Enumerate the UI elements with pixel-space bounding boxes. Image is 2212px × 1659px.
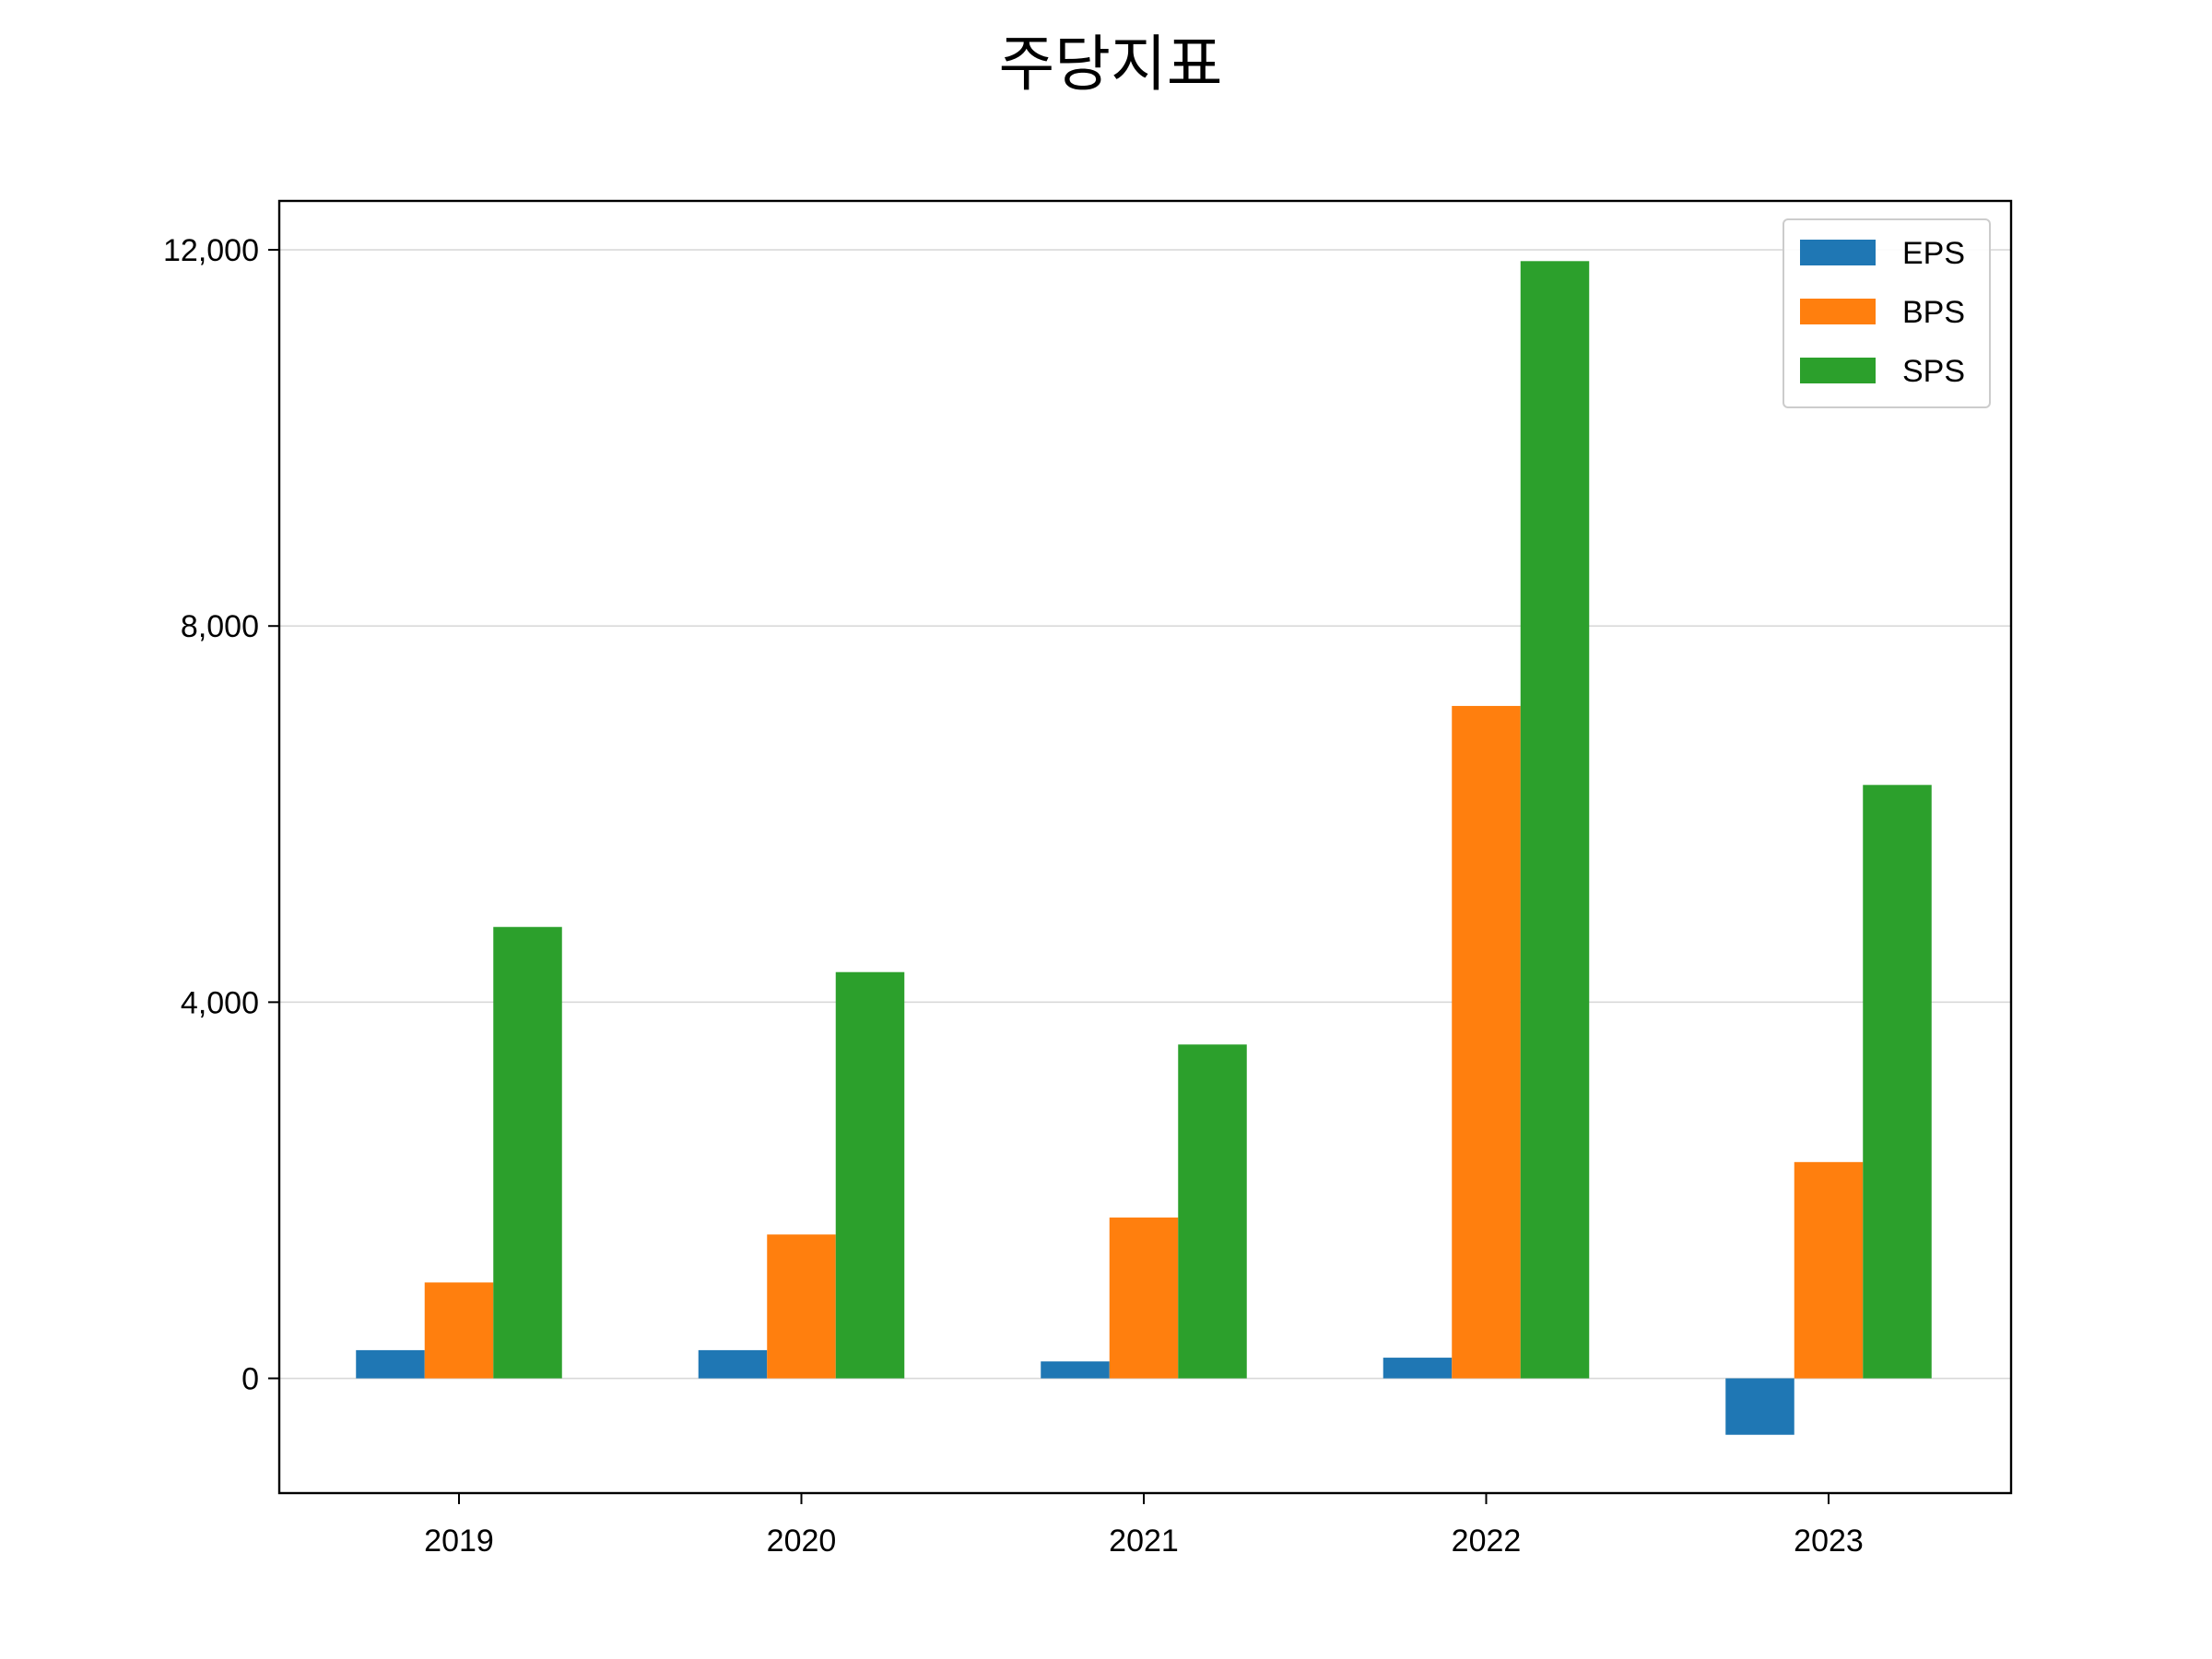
bar-eps-2019: [356, 1349, 425, 1379]
bar-sps-2020: [835, 971, 905, 1379]
y-tick-label: 4,000: [181, 985, 259, 1020]
plot-frame: [277, 199, 2013, 1495]
x-tick-label: 2022: [1452, 1524, 1522, 1559]
y-tick-label: 0: [241, 1362, 259, 1397]
bar-eps-2023: [1725, 1378, 1794, 1435]
bar-sps-2019: [493, 926, 562, 1379]
x-tick-label: 2023: [1794, 1524, 1864, 1559]
bar-sps-2021: [1178, 1044, 1247, 1379]
bar-bps-2020: [767, 1234, 836, 1379]
x-tick-label: 2019: [424, 1524, 494, 1559]
bar-sps-2022: [1520, 261, 1590, 1379]
bar-eps-2020: [698, 1349, 768, 1379]
bar-eps-2022: [1382, 1358, 1453, 1379]
x-tick-label: 2021: [1109, 1524, 1179, 1559]
legend-label-bps: BPS: [1902, 295, 1965, 330]
legend-swatch-eps: [1800, 240, 1876, 265]
bar-sps-2023: [1863, 784, 1932, 1379]
y-tick-label: 12,000: [163, 233, 259, 268]
legend-label-eps: EPS: [1902, 236, 1965, 271]
bars: [356, 261, 1932, 1435]
bar-bps-2019: [424, 1282, 494, 1379]
chart-title: 주당지표: [999, 29, 1223, 100]
legend: EPS BPS SPS: [1783, 218, 1991, 408]
bar-eps-2021: [1041, 1361, 1110, 1379]
legend-label-sps: SPS: [1902, 354, 1965, 389]
axes: 0 4,000 8,000 12,000 2019 2020 2021 2022 2023: [163, 199, 2013, 1559]
bar-bps-2022: [1452, 705, 1521, 1379]
x-tick-label: 2020: [767, 1524, 837, 1559]
legend-swatch-bps: [1800, 299, 1876, 324]
legend-swatch-sps: [1800, 358, 1876, 383]
bar-bps-2021: [1109, 1218, 1179, 1379]
bar-bps-2023: [1794, 1161, 1864, 1379]
y-tick-label: 8,000: [181, 609, 259, 644]
